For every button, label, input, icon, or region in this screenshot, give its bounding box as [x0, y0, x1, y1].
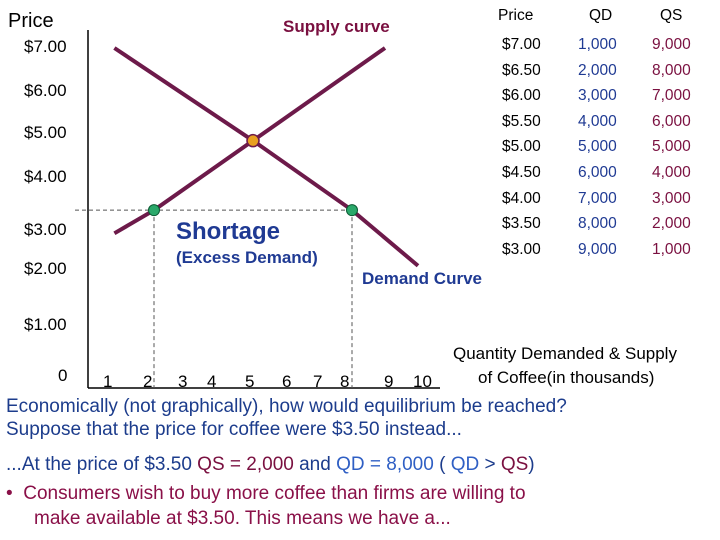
x-tick-label: 4 — [207, 372, 217, 391]
table-cell-qd: 2,000 — [578, 61, 617, 79]
table-header-qd: QD — [589, 7, 613, 24]
x-tick-label: 9 — [384, 372, 394, 391]
table-cell-qd: 9,000 — [578, 240, 617, 258]
comparison-prefix: ...At the price of $3.50 — [6, 454, 198, 475]
bullet-text-line1: Consumers wish to buy more coffee than f… — [23, 483, 526, 504]
demand-curve-label: Demand Curve — [362, 269, 482, 288]
x-tick-label: 0 — [58, 366, 68, 385]
table-cell-qd: 5,000 — [578, 138, 617, 156]
y-tick-label: $6.00 — [24, 81, 67, 100]
table-cell-price: $6.50 — [502, 61, 541, 79]
y-tick-label: $1.00 — [24, 315, 67, 334]
qd-value: QD = 8,000 — [336, 454, 434, 475]
x-axis-label-line1: Quantity Demanded & Supply — [453, 344, 677, 363]
table-cell-price: $7.00 — [502, 36, 541, 53]
y-tick-label: $2.00 — [24, 259, 67, 278]
x-tick-label: 5 — [245, 372, 255, 391]
reference-point-0 — [148, 204, 160, 217]
table-cell-qs: 3,000 — [652, 189, 691, 207]
table-cell-qs: 7,000 — [652, 87, 691, 105]
qs-value: QS = 2,000 — [197, 454, 294, 475]
table-cell-qs: 9,000 — [652, 36, 691, 53]
chart-axes — [87, 30, 440, 389]
reference-guides — [75, 209, 353, 388]
table-header-price: Price — [498, 7, 534, 24]
x-tick-label: 7 — [313, 372, 323, 391]
bullet-glyph: • — [6, 483, 13, 504]
y-tick-label: $3.00 — [24, 220, 67, 239]
x-tick-label: 10 — [413, 372, 432, 391]
table-header-qs: QS — [660, 7, 683, 24]
supply-curve-label: Supply curve — [283, 17, 390, 36]
comparison-and: and — [293, 454, 337, 475]
x-tick-label: 1 — [103, 372, 113, 391]
bullet-line: • Consumers wish to buy more coffee than… — [6, 482, 526, 505]
table-cell-qs: 8,000 — [652, 61, 691, 79]
table-cell-price: $4.50 — [502, 163, 541, 181]
suppose-line: Suppose that the price for coffee were $… — [6, 419, 462, 440]
table-cell-qd: 7,000 — [578, 189, 617, 207]
bullet-text-line2: make available at $3.50. This means we h… — [34, 508, 451, 529]
table-cell-price: $5.50 — [502, 112, 541, 130]
shortage-label: Shortage — [176, 218, 281, 245]
table-cell-qd: 6,000 — [578, 163, 617, 181]
points — [148, 133, 358, 217]
table-cell-price: $5.00 — [502, 138, 541, 156]
table-cell-price: $6.00 — [502, 87, 541, 105]
x-tick-label: 8 — [340, 372, 350, 391]
table-cell-qs: 2,000 — [652, 215, 691, 233]
table-cell-qd: 8,000 — [578, 215, 617, 233]
excess-demand-label: (Excess Demand) — [176, 248, 318, 267]
table-cell-qs: 6,000 — [652, 112, 691, 130]
comparison-line: ...At the price of $3.50 QS = 2,000 and … — [6, 453, 535, 476]
y-axis-label: Price — [8, 10, 54, 32]
supply-demand-chart — [75, 30, 440, 389]
paren-close: ) — [528, 454, 535, 475]
curves — [113, 46, 420, 268]
y-tick-label: $7.00 — [24, 37, 67, 56]
table-column-qs: 9,000 8,000 7,000 6,000 5,000 4,000 3,000 2,000… — [652, 32, 691, 262]
x-tick-label: 3 — [178, 372, 188, 391]
table-cell-price: $3.00 — [502, 240, 541, 258]
table-cell-qs: 5,000 — [652, 138, 691, 156]
table-cell-qd: 4,000 — [578, 112, 617, 130]
x-tick-label: 6 — [282, 372, 292, 391]
y-tick-label: $5.00 — [24, 123, 67, 142]
demand-curve-line — [113, 46, 420, 268]
qd-short: QD — [450, 454, 480, 475]
greater-than: > — [479, 454, 501, 475]
table-cell-price: $3.50 — [502, 215, 541, 233]
paren-open: ( — [433, 454, 451, 475]
x-axis-label-line2: of Coffee(in thousands) — [478, 368, 655, 387]
qs-short: QS — [500, 454, 529, 475]
table-cell-price: $4.00 — [502, 189, 541, 207]
reference-point-1 — [346, 204, 358, 217]
table-cell-qs: 1,000 — [652, 240, 691, 258]
table-column-qd: 1,000 2,000 3,000 4,000 5,000 6,000 7,000 8,000… — [578, 32, 617, 262]
y-tick-label: $4.00 — [24, 167, 67, 186]
table-cell-qd: 1,000 — [578, 36, 617, 53]
table-column-price: $7.00 $6.50 $6.00 $5.50 $5.00 $4.50 $4.00 $3.50… — [502, 32, 541, 262]
question-line: Economically (not graphically), how woul… — [6, 396, 567, 417]
table-cell-qd: 3,000 — [578, 87, 617, 105]
equilibrium-point — [246, 133, 260, 148]
table-cell-qs: 4,000 — [652, 163, 691, 181]
supply-curve-line — [113, 46, 387, 236]
x-tick-label: 2 — [143, 372, 153, 391]
